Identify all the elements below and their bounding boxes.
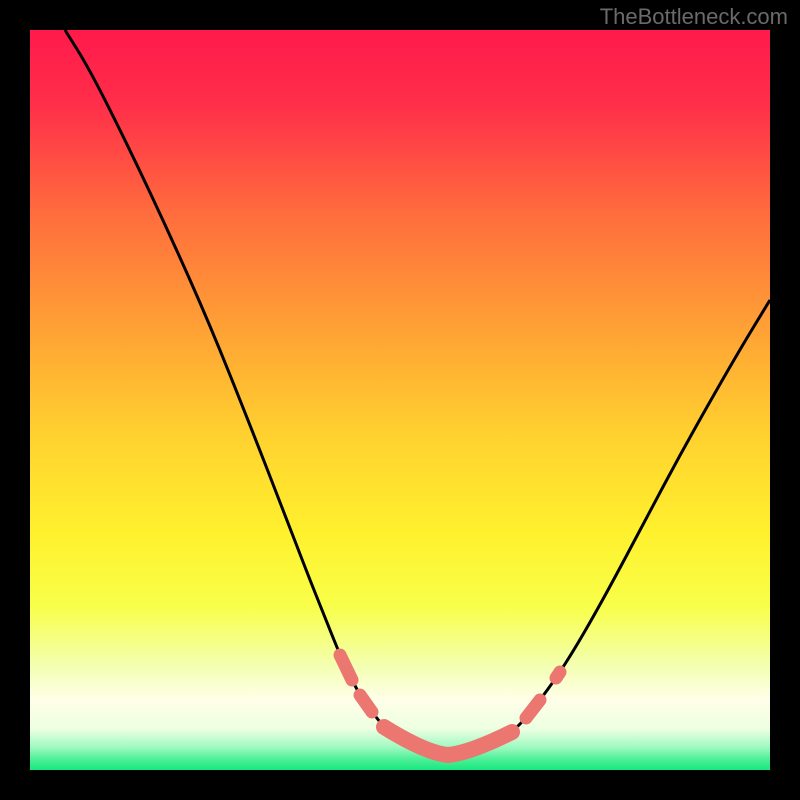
bottleneck-curve-chart <box>0 0 800 800</box>
chart-container: TheBottleneck.com <box>0 0 800 800</box>
chart-background <box>30 30 770 770</box>
watermark-text: TheBottleneck.com <box>600 4 788 30</box>
